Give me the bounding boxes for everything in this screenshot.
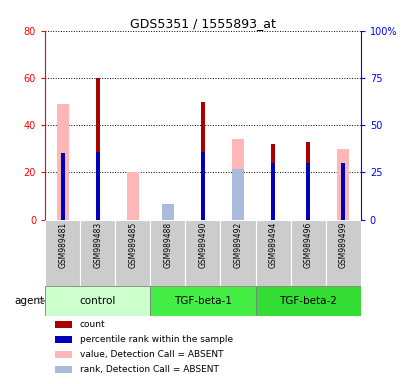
Text: GSM989485: GSM989485: [128, 222, 137, 268]
Bar: [54, 351, 72, 358]
Bar: [126, 172, 139, 220]
Bar: [255, 286, 360, 316]
Bar: [270, 144, 274, 220]
Text: GSM989481: GSM989481: [58, 222, 67, 268]
Bar: [95, 152, 99, 220]
Bar: [340, 163, 344, 220]
Bar: [161, 208, 173, 220]
Bar: [325, 220, 360, 286]
Bar: [54, 366, 72, 373]
Bar: [200, 101, 204, 220]
Bar: [95, 78, 99, 220]
Bar: [54, 321, 72, 328]
Bar: [150, 220, 185, 286]
Bar: [220, 220, 255, 286]
Text: count: count: [80, 320, 105, 329]
Text: GSM989490: GSM989490: [198, 222, 207, 268]
Bar: [231, 139, 244, 220]
Text: GSM989496: GSM989496: [303, 222, 312, 268]
Bar: [306, 142, 310, 220]
Text: value, Detection Call = ABSENT: value, Detection Call = ABSENT: [80, 350, 223, 359]
Text: percentile rank within the sample: percentile rank within the sample: [80, 335, 232, 344]
Title: GDS5351 / 1555893_at: GDS5351 / 1555893_at: [130, 17, 275, 30]
Text: control: control: [79, 296, 116, 306]
Text: GSM989488: GSM989488: [163, 222, 172, 268]
Text: GSM989494: GSM989494: [268, 222, 277, 268]
Bar: [306, 163, 310, 220]
Text: TGF-beta-1: TGF-beta-1: [173, 296, 231, 306]
Bar: [54, 336, 72, 343]
Bar: [161, 204, 173, 220]
Bar: [290, 220, 325, 286]
Bar: [115, 220, 150, 286]
Bar: [270, 163, 274, 220]
Text: agent: agent: [14, 296, 44, 306]
Bar: [336, 149, 348, 220]
Text: GSM989499: GSM989499: [338, 222, 347, 268]
Text: TGF-beta-2: TGF-beta-2: [279, 296, 336, 306]
Text: rank, Detection Call = ABSENT: rank, Detection Call = ABSENT: [80, 365, 218, 374]
Bar: [255, 220, 290, 286]
Bar: [56, 104, 69, 220]
Bar: [45, 220, 80, 286]
Bar: [150, 286, 255, 316]
Bar: [61, 154, 65, 220]
Bar: [185, 220, 220, 286]
Bar: [45, 286, 150, 316]
Bar: [231, 169, 244, 220]
Bar: [200, 152, 204, 220]
Text: GSM989483: GSM989483: [93, 222, 102, 268]
Bar: [80, 220, 115, 286]
Text: GSM989492: GSM989492: [233, 222, 242, 268]
